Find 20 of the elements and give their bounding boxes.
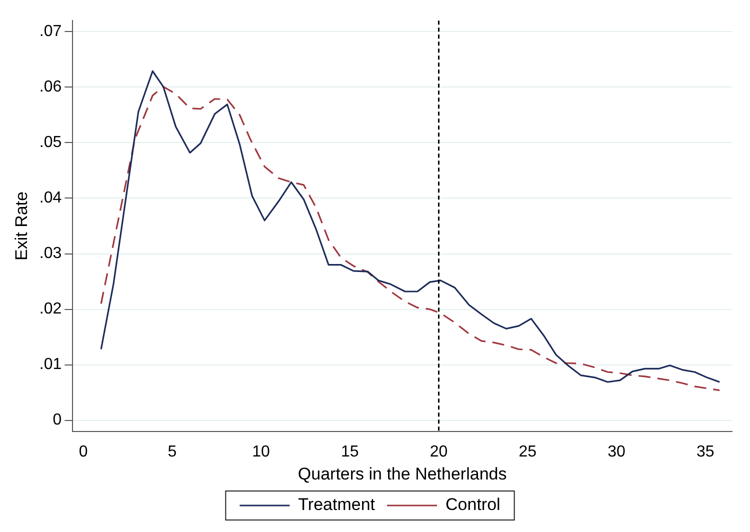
legend-label: Treatment — [298, 495, 376, 514]
y-axis-title: Exit Rate — [12, 192, 31, 260]
x-tick-label: 25 — [518, 443, 537, 460]
y-tick-label: .02 — [39, 300, 62, 318]
x-tick-label: 0 — [78, 443, 88, 460]
x-tick-label: 35 — [696, 443, 714, 460]
y-tick-label: .06 — [39, 78, 62, 96]
x-tick-label: 30 — [608, 443, 626, 460]
y-tick-label: .04 — [39, 190, 62, 207]
legend-label: Control — [446, 495, 500, 514]
y-tick-label: .03 — [39, 245, 62, 262]
x-axis-title: Quarters in the Netherlands — [298, 464, 507, 484]
x-tick-label: 10 — [252, 443, 270, 460]
y-tick-label: .05 — [39, 134, 62, 152]
y-tick-label: 0 — [52, 412, 62, 429]
x-tick-label: 15 — [340, 443, 359, 460]
y-tick-label: .07 — [39, 23, 62, 40]
y-tick-label: .01 — [39, 356, 62, 374]
x-tick-label: 5 — [168, 443, 177, 460]
x-tick-label: 20 — [430, 443, 448, 460]
